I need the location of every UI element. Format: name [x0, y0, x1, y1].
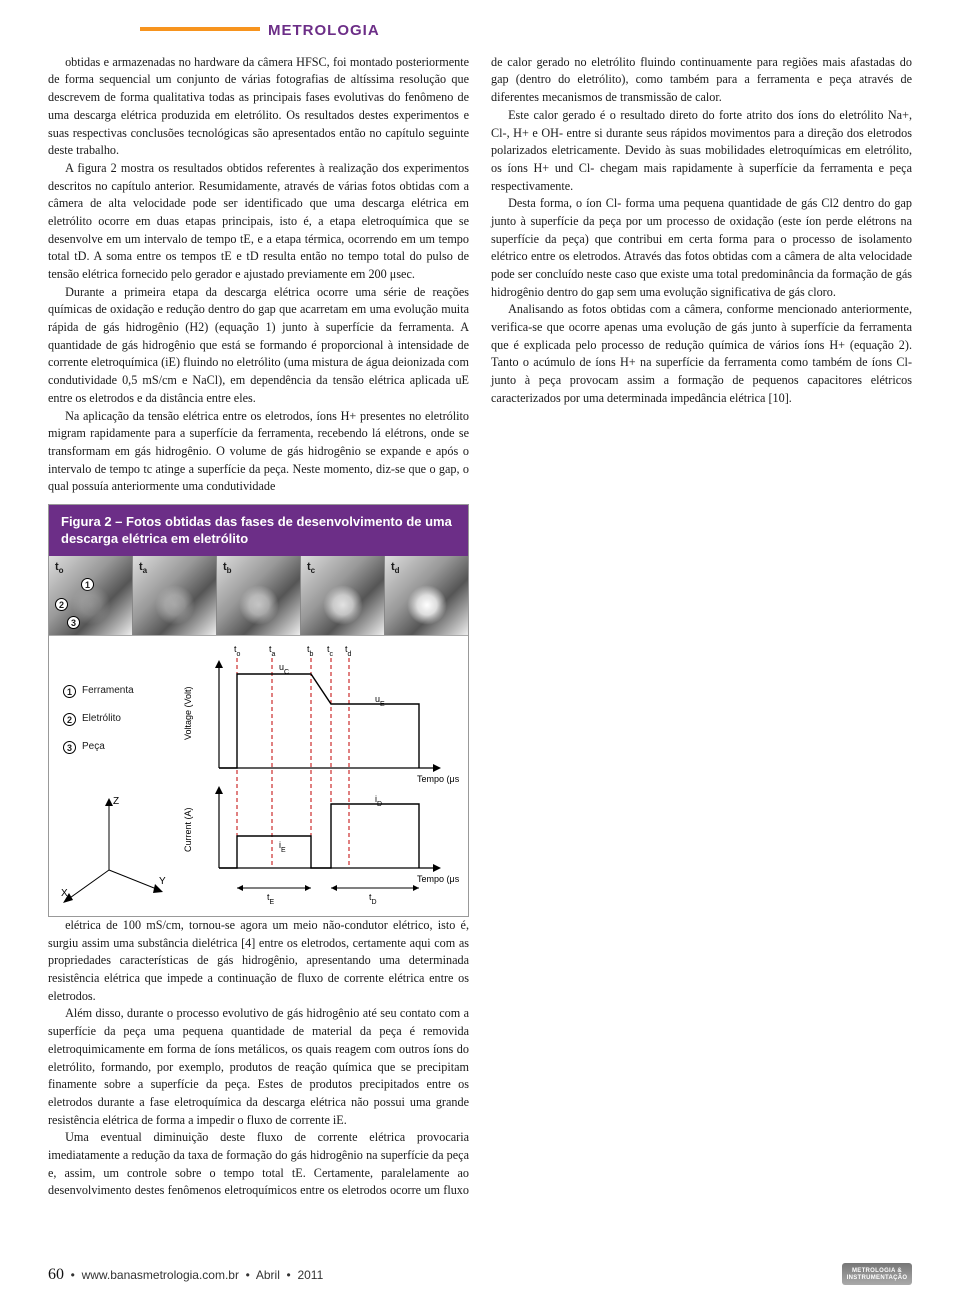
svg-text:iD: iD: [375, 794, 382, 808]
figure-2: Figura 2 – Fotos obtidas das fases de de…: [48, 504, 469, 917]
paragraph: Durante a primeira etapa da descarga elé…: [48, 284, 469, 408]
figure-timing-diagram: 1 Ferramenta 2 Eletrólito 3 Peça Z X: [49, 636, 468, 916]
svg-text:to: to: [234, 644, 241, 658]
svg-text:iE: iE: [279, 840, 286, 854]
footer-year: 2011: [297, 1268, 323, 1282]
photo-t0: to 1 2 3: [49, 556, 133, 635]
legend-label: Peça: [82, 740, 105, 755]
legend-label: Ferramenta: [82, 684, 134, 699]
footer-site: www.banasmetrologia.com.br: [82, 1268, 239, 1282]
photo-label: to: [55, 560, 64, 577]
current-axis-label: Current (A): [183, 808, 193, 853]
paragraph: elétrica de 100 mS/cm, tornou-se agora u…: [48, 917, 469, 1005]
photo-label: ta: [139, 560, 147, 577]
paragraph: Na aplicação da tensão elétrica entre os…: [48, 408, 469, 496]
axis-x-label: X: [61, 888, 68, 899]
page-number: 60: [48, 1266, 64, 1283]
axes-3d-icon: Z X Y: [59, 790, 179, 910]
voltage-axis-label: Voltage (Volt): [183, 686, 193, 740]
legend-row-2: 2 Eletrólito: [63, 712, 121, 727]
marker-2-icon: 2: [55, 598, 68, 611]
paragraph: Além disso, durante o processo evolutivo…: [48, 1005, 469, 1129]
legend-row-1: 1 Ferramenta: [63, 684, 134, 699]
time-axis-label-2: Tempo (μsec): [417, 874, 459, 884]
paragraph: Este calor gerado é o resultado direto d…: [491, 107, 912, 195]
footer-month: Abril: [256, 1268, 280, 1282]
footer-logo-icon: METROLOGIA & INSTRUMENTAÇÃO: [842, 1263, 912, 1285]
photo-tc: tc: [301, 556, 385, 635]
svg-text:td: td: [345, 644, 352, 658]
marker-1-icon: 1: [63, 685, 76, 698]
paragraph: Desta forma, o íon Cl- forma uma pequena…: [491, 195, 912, 301]
svg-text:uE: uE: [375, 694, 385, 708]
page-footer: 60 • www.banasmetrologia.com.br • Abril …: [48, 1263, 912, 1286]
marker-2-icon: 2: [63, 713, 76, 726]
section-header: METROLOGIA: [140, 20, 912, 42]
footer-left: 60 • www.banasmetrologia.com.br • Abril …: [48, 1263, 323, 1286]
photo-td: td: [385, 556, 468, 635]
svg-text:ta: ta: [269, 644, 276, 658]
axis-y-label: Y: [159, 876, 166, 887]
legend-label: Eletrólito: [82, 712, 121, 727]
figure-caption: Figura 2 – Fotos obtidas das fases de de…: [49, 505, 468, 556]
photo-label: tb: [223, 560, 232, 577]
paragraph: A figura 2 mostra os resultados obtidos …: [48, 160, 469, 284]
photo-label: td: [391, 560, 400, 577]
svg-text:tb: tb: [307, 644, 314, 658]
svg-text:tD: tD: [369, 892, 377, 906]
marker-3-icon: 3: [63, 741, 76, 754]
timing-diagram-svg: to ta tb tc td Tempo (μsec): [179, 640, 459, 910]
svg-text:tc: tc: [327, 644, 334, 658]
footer-logo-line1: METROLOGIA &: [842, 1268, 912, 1275]
photo-ta: ta: [133, 556, 217, 635]
svg-text:tE: tE: [267, 892, 275, 906]
axis-z-label: Z: [113, 796, 119, 807]
photo-tb: tb: [217, 556, 301, 635]
legend-row-3: 3 Peça: [63, 740, 105, 755]
time-axis-label: Tempo (μsec): [417, 774, 459, 784]
photo-label: tc: [307, 560, 315, 577]
article-columns: obtidas e armazenadas no hardware da câm…: [48, 54, 912, 1214]
footer-logo-line2: INSTRUMENTAÇÃO: [842, 1275, 912, 1282]
figure-photo-strip: to 1 2 3 ta tb tc td: [49, 556, 468, 636]
paragraph: Analisando as fotos obtidas com a câmera…: [491, 301, 912, 407]
paragraph: obtidas e armazenadas no hardware da câm…: [48, 54, 469, 160]
